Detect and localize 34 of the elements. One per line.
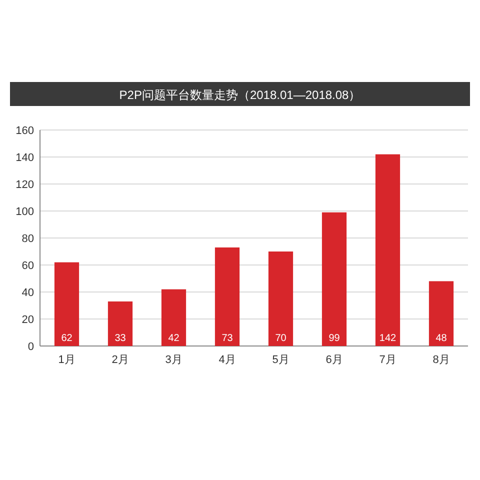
bar [108,301,133,346]
y-tick-label: 40 [22,287,34,299]
x-tick-label: 3月 [165,354,182,366]
data-label: 48 [436,333,448,344]
bar [428,281,454,346]
bar [161,289,186,346]
x-tick-label: 5月 [272,354,290,366]
x-tick-label: 2月 [112,354,129,366]
bar [375,154,400,346]
y-tick-label: 100 [16,206,34,218]
x-tick-label: 6月 [326,354,343,366]
data-label: 42 [168,333,180,344]
data-label: 99 [328,333,340,344]
x-tick-label: 8月 [432,354,450,366]
x-tick-label: 1月 [58,354,76,366]
bar [54,262,80,346]
data-label: 73 [222,333,234,344]
data-label: 142 [379,333,397,344]
bar [214,247,240,346]
y-tick-label: 20 [22,314,34,326]
data-label: 33 [114,333,126,344]
y-tick-label: 0 [28,341,34,353]
x-tick-label: 7月 [379,354,396,366]
data-label: 62 [61,333,73,344]
y-tick-label: 80 [22,233,34,245]
y-tick-label: 60 [22,260,34,272]
y-tick-label: 120 [16,179,34,191]
data-label: 70 [275,333,287,344]
y-tick-label: 160 [16,125,34,137]
bar [268,252,294,346]
x-tick-label: 4月 [218,354,236,366]
bar [322,212,347,346]
chart-title: P2P问题平台数量走势（2018.01—2018.08） [119,88,361,102]
y-tick-label: 140 [16,152,34,164]
